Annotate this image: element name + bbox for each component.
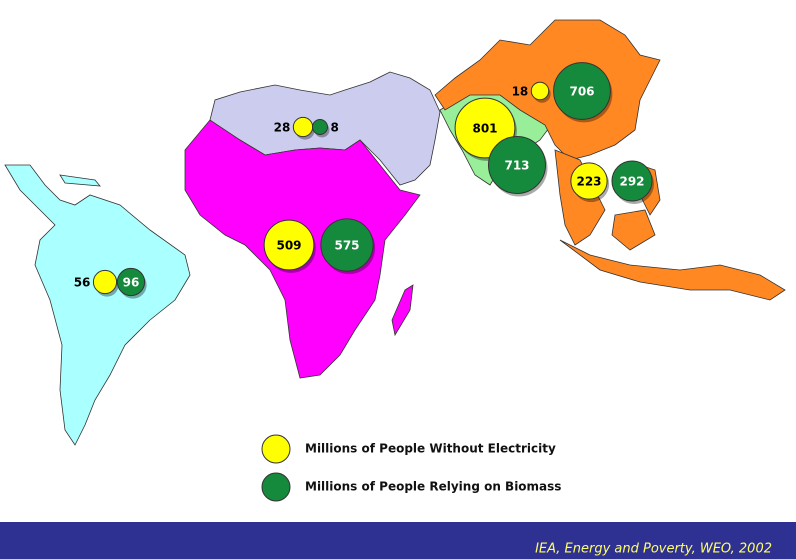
legend-label: Millions of People Relying on Biomass: [305, 480, 561, 494]
biomass-bubble: [312, 119, 328, 135]
bubble-label: 8: [330, 121, 338, 135]
bubble-label: 575: [334, 239, 359, 253]
bubble-label: 292: [619, 175, 644, 189]
bubble-label: 713: [504, 159, 529, 173]
legend-swatch: [261, 472, 291, 502]
latin-america: [4, 164, 191, 446]
bubble-label: 801: [472, 122, 497, 136]
bubble-label: 706: [569, 85, 594, 99]
bubble-label: 223: [576, 175, 601, 189]
legend: Millions of People Without Electricity Mi…: [261, 434, 561, 502]
bubble-label: 509: [276, 239, 301, 253]
borneo: [611, 209, 656, 251]
bubble-label: 28: [274, 121, 291, 135]
electricity-bubble: [263, 219, 315, 271]
madagascar: [391, 284, 414, 337]
source: IEA, Energy and Poverty, WEO, 2002: [535, 542, 772, 557]
biomass-bubble: [611, 160, 653, 202]
electricity-bubble: [570, 162, 608, 200]
electricity-bubble: [92, 269, 118, 295]
bubble-label: 96: [123, 276, 140, 290]
biomass-bubble: [116, 267, 146, 297]
legend-swatch: [261, 434, 291, 464]
legend-label: Millions of People Without Electricity: [305, 442, 556, 456]
biomass-bubble: [488, 136, 546, 194]
footer-bar: [0, 522, 796, 559]
indonesia: [559, 239, 786, 301]
electricity-bubble: [292, 116, 314, 138]
biomass-bubble: [320, 218, 374, 272]
biomass-bubble: [553, 62, 611, 120]
bubble-label: 56: [74, 276, 91, 290]
caribbean: [59, 174, 101, 187]
bubble-label: 18: [512, 85, 529, 99]
electricity-bubble: [530, 81, 550, 101]
